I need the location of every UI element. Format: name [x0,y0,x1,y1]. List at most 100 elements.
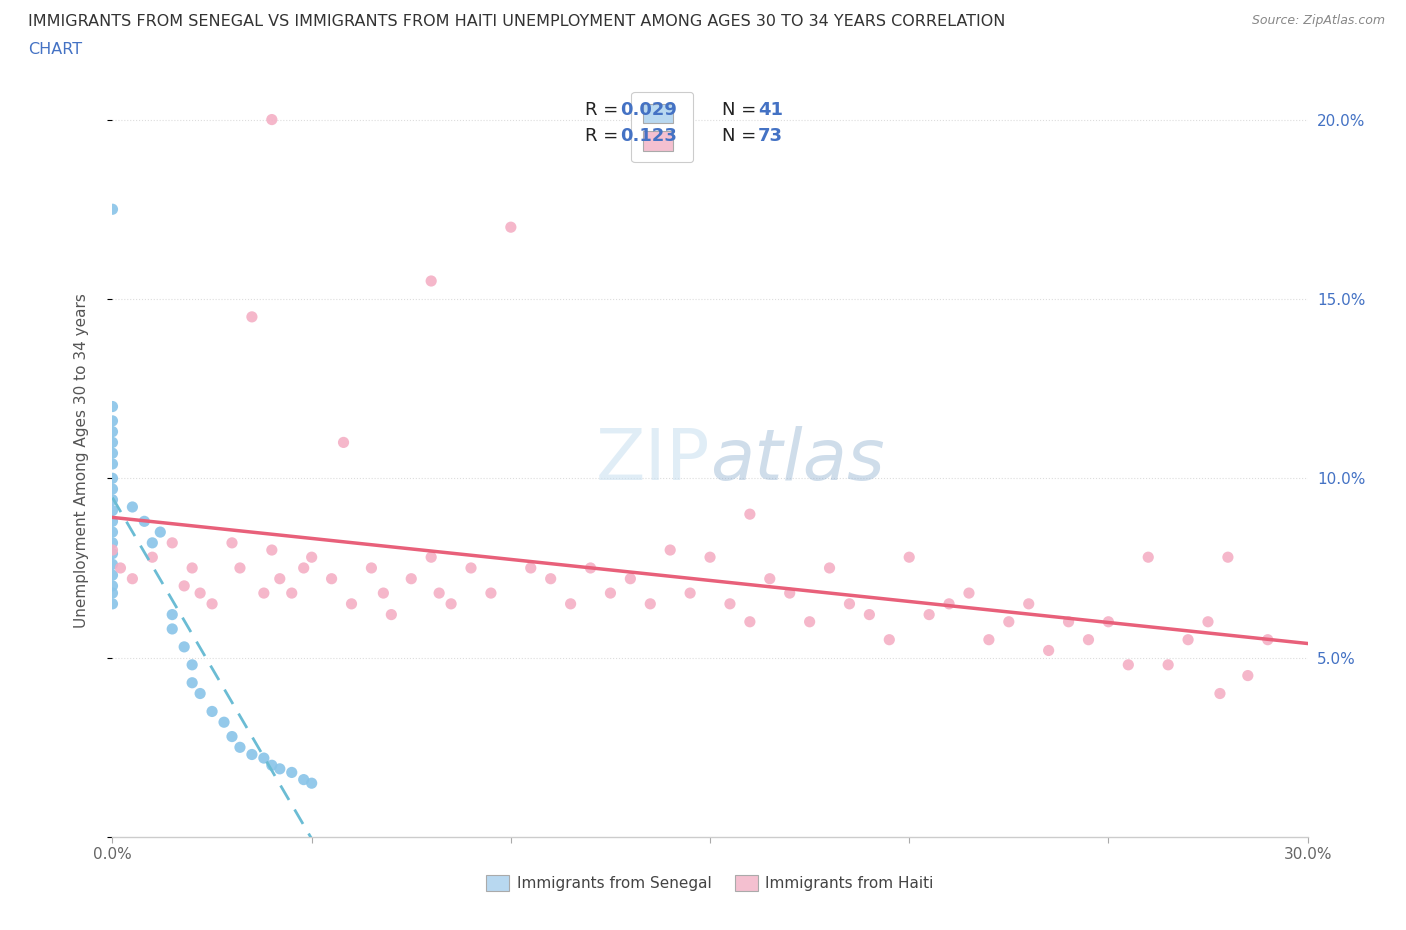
Point [520,561,543,576]
Point [201,596,224,611]
Point [101,435,124,450]
Point [301,776,323,790]
Point [101,596,124,611]
Y-axis label: Unemployment Among Ages 30 to 34 years: Unemployment Among Ages 30 to 34 years [75,293,89,628]
Point [162,621,183,636]
Legend: Immigrants from Senegal, Immigrants from Haiti: Immigrants from Senegal, Immigrants from… [481,869,939,897]
Point [240,310,263,325]
Point [101,445,124,460]
Point [101,525,124,539]
Point [818,561,841,576]
Point [1157,658,1180,672]
Point [110,561,132,576]
Point [149,525,172,539]
Point [1209,686,1232,701]
Point [977,632,1000,647]
Point [938,596,960,611]
Point [101,586,124,601]
Point [101,399,124,414]
Point [321,571,343,586]
Point [1216,550,1239,565]
Point [738,507,761,522]
Point [188,586,211,601]
Point [718,596,741,611]
Point [799,615,821,630]
Point [141,550,163,565]
Point [229,561,252,576]
Text: ZIP: ZIP [596,426,710,495]
Point [1057,615,1080,630]
Point [858,607,880,622]
Text: Source: ZipAtlas.com: Source: ZipAtlas.com [1251,14,1385,27]
Point [121,499,143,514]
Point [1118,658,1140,672]
Point [1257,632,1279,647]
Point [101,492,124,507]
Point [540,571,562,586]
Point [101,424,124,439]
Text: CHART: CHART [28,42,82,57]
Point [292,772,315,787]
Point [281,765,304,780]
Point [101,578,124,593]
Point [101,514,124,529]
Point [879,632,901,647]
Point [121,571,143,586]
Point [141,536,163,551]
Point [101,202,124,217]
Point [340,596,363,611]
Point [579,561,602,576]
Point [253,586,276,601]
Point [292,561,315,576]
Text: R =: R = [585,101,623,119]
Point [659,542,682,557]
Point [380,607,402,622]
Point [838,596,860,611]
Point [162,607,183,622]
Point [101,471,124,485]
Point [1097,615,1119,630]
Point [162,536,183,551]
Point [1177,632,1199,647]
Text: N =: N = [723,127,762,145]
Point [221,536,243,551]
Point [101,414,124,429]
Point [240,747,263,762]
Point [998,615,1021,630]
Point [134,514,156,529]
Point [260,758,283,773]
Point [188,686,211,701]
Point [427,586,450,601]
Point [1038,643,1060,658]
Point [898,550,921,565]
Point [957,586,980,601]
Point [1237,668,1260,683]
Point [181,561,204,576]
Point [221,729,243,744]
Text: 0.123: 0.123 [620,127,678,145]
Point [1018,596,1040,611]
Point [619,571,641,586]
Point [281,586,304,601]
Text: IMMIGRANTS FROM SENEGAL VS IMMIGRANTS FROM HAITI UNEMPLOYMENT AMONG AGES 30 TO 3: IMMIGRANTS FROM SENEGAL VS IMMIGRANTS FR… [28,14,1005,29]
Point [181,675,204,690]
Point [699,550,721,565]
Text: atlas: atlas [710,426,884,495]
Text: 73: 73 [758,127,783,145]
Point [253,751,276,765]
Point [401,571,423,586]
Point [1077,632,1099,647]
Point [173,578,195,593]
Point [373,586,395,601]
Point [599,586,621,601]
Point [260,542,283,557]
Point [738,615,761,630]
Point [440,596,463,611]
Point [229,740,252,755]
Point [269,762,291,777]
Point [101,557,124,572]
Point [420,550,443,565]
Text: N =: N = [723,101,762,119]
Text: 41: 41 [758,101,783,119]
Point [460,561,482,576]
